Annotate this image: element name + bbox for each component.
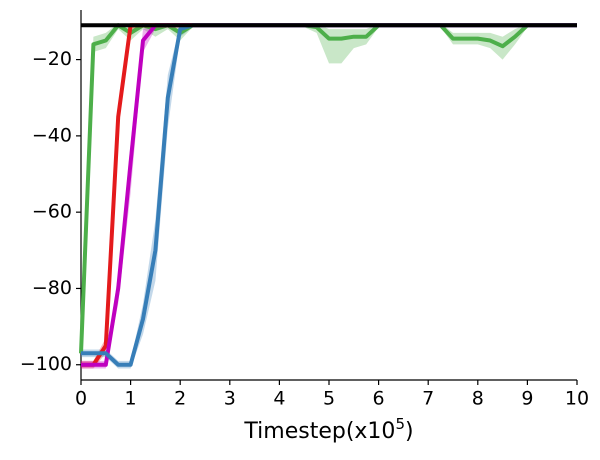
series-line xyxy=(81,23,577,367)
x-tick-label: 0 xyxy=(75,388,87,410)
y-tick-label: −80 xyxy=(32,277,72,299)
x-tick-label: 5 xyxy=(323,388,335,410)
x-axis-label: Timestep(x105) xyxy=(243,415,413,445)
x-label-text: Timestep(x10 xyxy=(243,419,395,444)
x-label-exponent: 5 xyxy=(395,415,405,433)
x-tick-label: 4 xyxy=(273,388,285,410)
x-tick-label: 9 xyxy=(521,388,533,410)
confidence-band xyxy=(81,23,577,369)
y-tick-label: −20 xyxy=(32,48,72,70)
y-tick-label: −60 xyxy=(32,201,72,223)
confidence-band xyxy=(81,23,577,369)
confidence-band xyxy=(81,23,577,369)
series-line xyxy=(81,23,577,367)
x-tick-label: 3 xyxy=(224,388,236,410)
x-tick-label: 10 xyxy=(565,388,589,410)
series-line xyxy=(81,23,577,367)
x-label-tail: ) xyxy=(405,419,414,444)
y-tick-label: −40 xyxy=(32,124,72,146)
series-line xyxy=(79,23,577,354)
y-tick-label: −100 xyxy=(20,353,72,375)
x-tick-label: 8 xyxy=(472,388,484,410)
x-tick-label: 7 xyxy=(422,388,434,410)
x-tick-label: 2 xyxy=(174,388,186,410)
x-tick-label: 6 xyxy=(373,388,385,410)
confidence-band xyxy=(81,23,577,361)
x-tick-label: 1 xyxy=(125,388,137,410)
